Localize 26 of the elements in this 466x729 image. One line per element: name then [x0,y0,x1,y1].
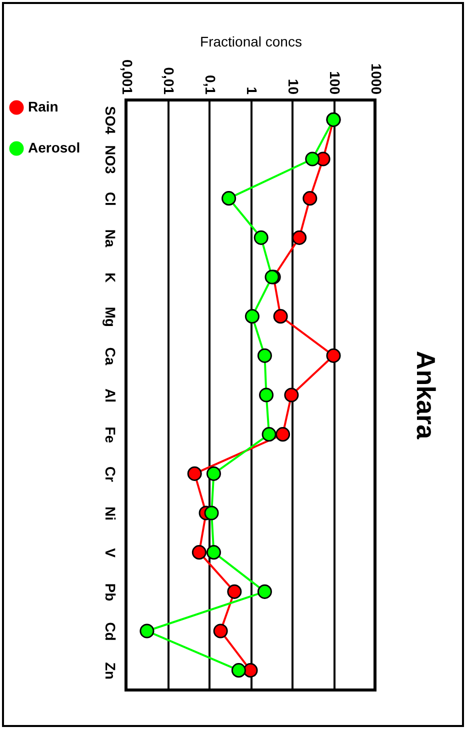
legend-label: Aerosol [28,140,80,156]
x-tick-label: 0,01 [161,67,177,95]
y-tick-label: V [102,548,118,558]
x-tick-label: 10 [286,78,302,95]
x-tick-label: 1 [244,86,260,95]
y-tick-label: SO4 [102,106,118,134]
x-tick-label: 100 [327,71,343,95]
y-tick-label: Mg [102,306,118,327]
y-tick-label: Cr [102,466,118,482]
x-axis-title: Fractional concs [200,33,302,50]
y-tick-label: Na [102,229,118,248]
x-tick-label: 1000 [368,63,384,95]
y-tick-label: NO3 [102,145,118,174]
y-tick-label: Ni [102,506,118,520]
y-tick-label: Pb [102,583,118,602]
y-tick-label: Ca [102,347,118,366]
y-tick-label: Zn [102,662,118,680]
y-tick-label: Cl [102,192,118,206]
legend-label: Rain [28,98,58,114]
y-tick-label: Fe [102,426,118,444]
x-tick-label: 0,001 [120,59,136,95]
y-tick-label: Al [102,388,118,402]
x-tick-label: 0,1 [202,75,218,95]
y-tick-label: K [102,272,118,283]
y-tick-label: Cd [102,622,118,641]
text: Ankara [411,350,441,440]
